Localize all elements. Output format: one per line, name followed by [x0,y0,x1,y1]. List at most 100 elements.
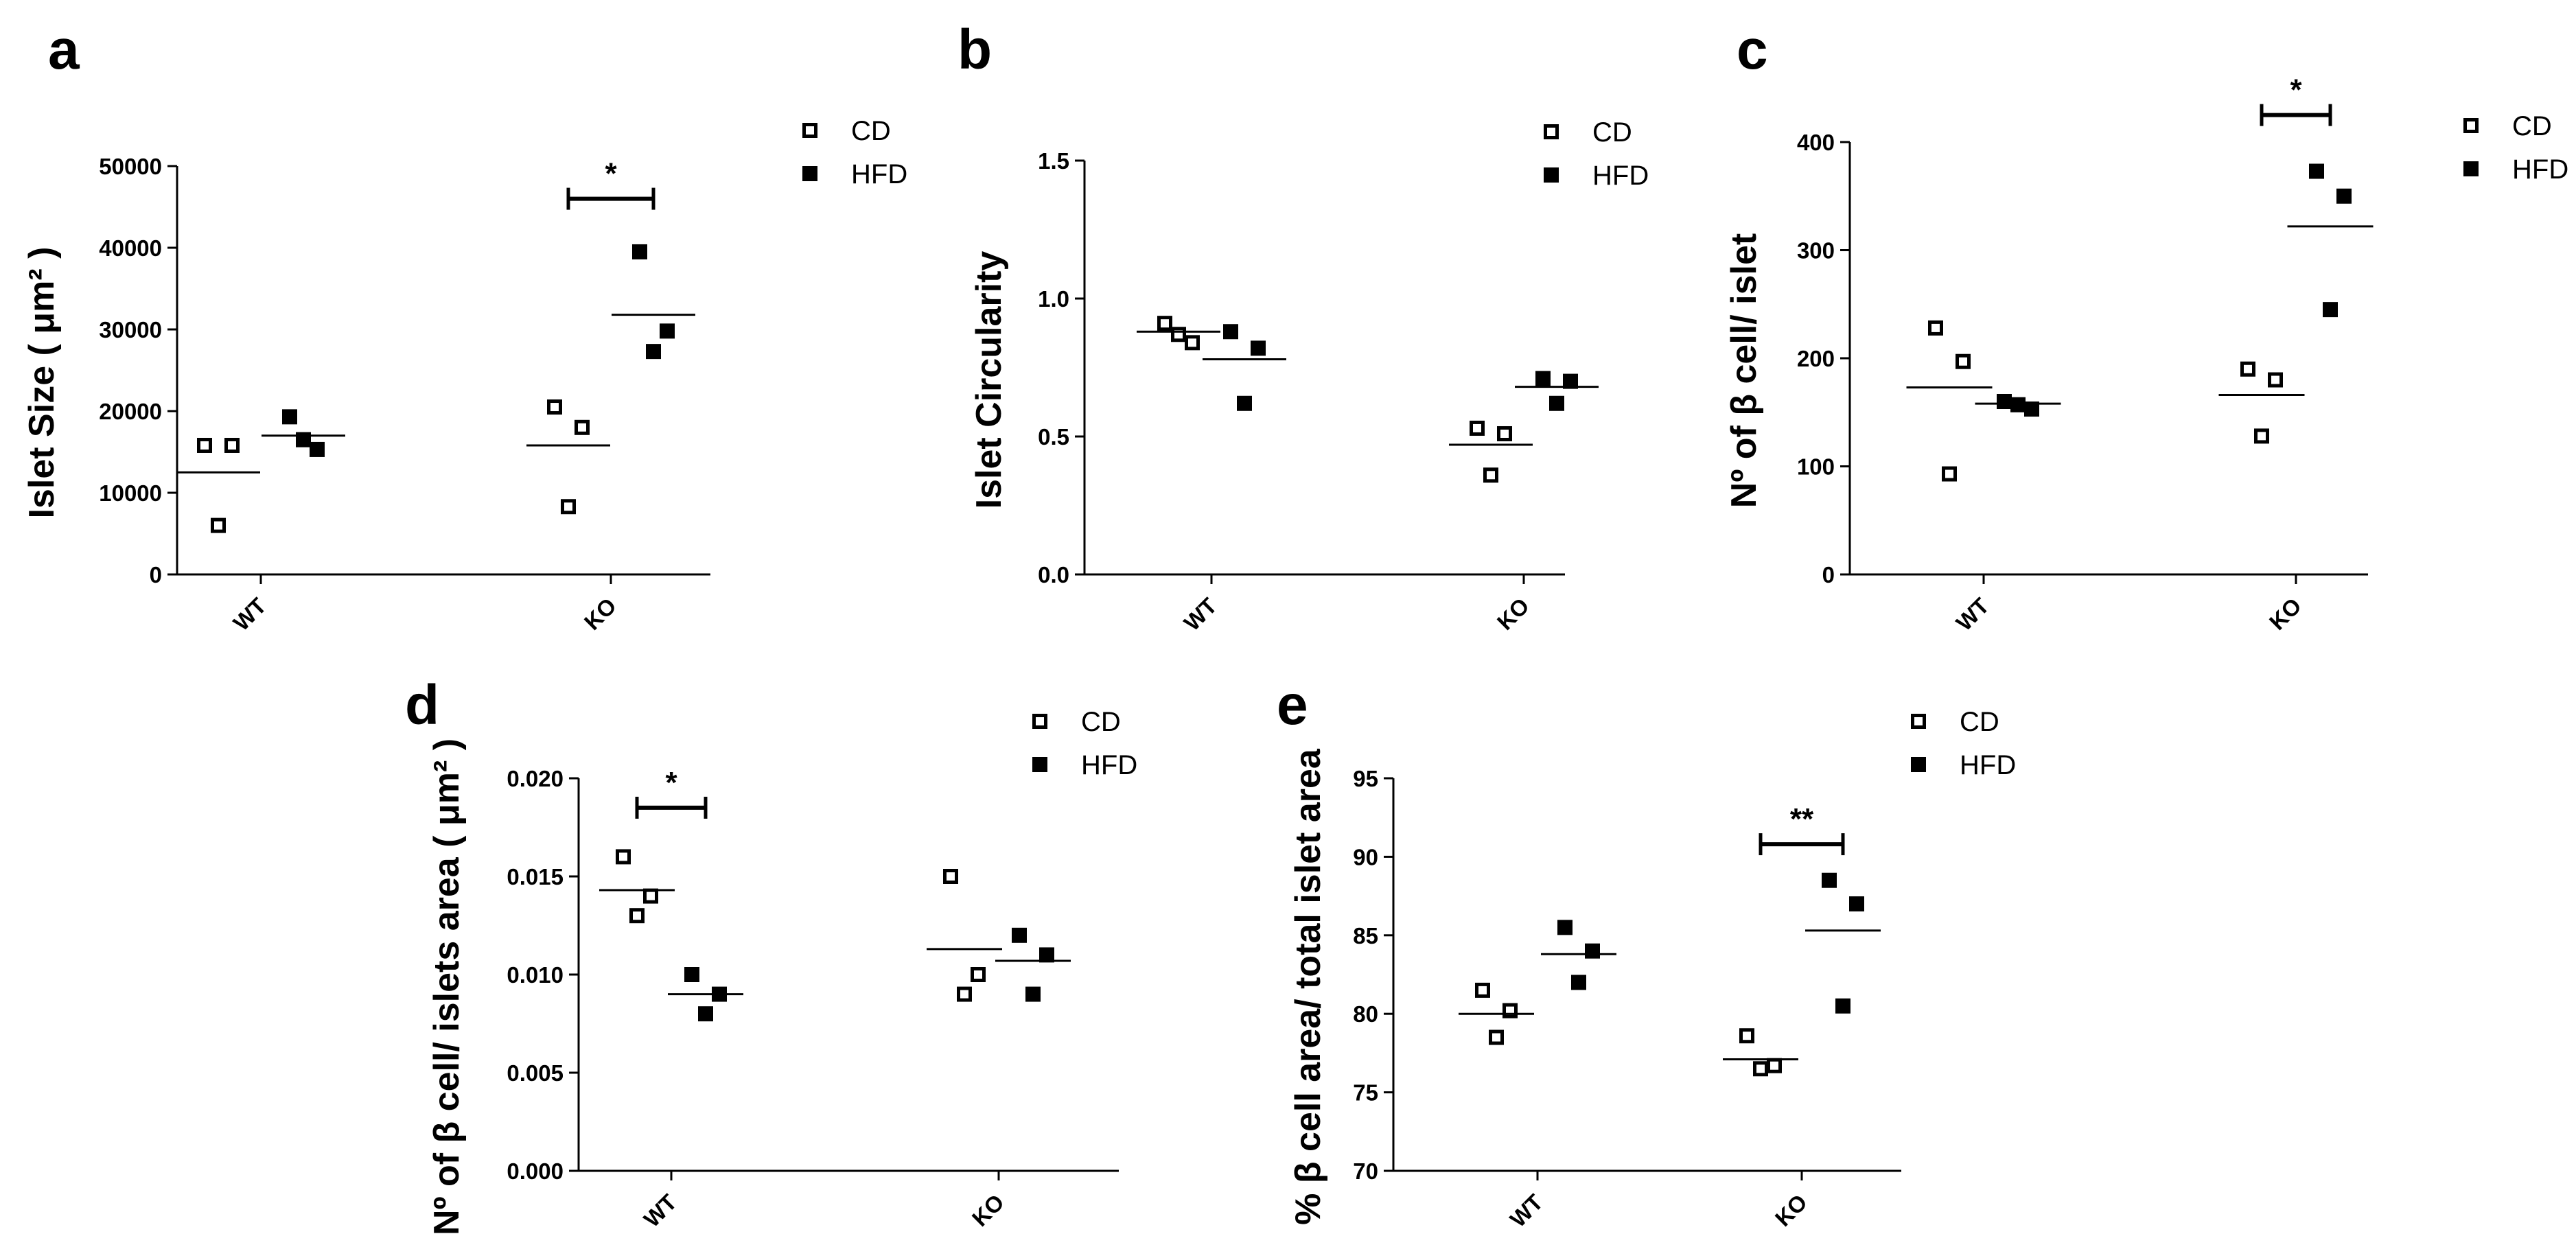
legend-marker-cd-a [802,123,817,138]
point-b-hfd [1535,371,1551,386]
panel-label-a: a [48,19,80,81]
y-tick-label-a: 10000 [99,480,162,506]
legend-label-a: CD [851,116,891,146]
point-e-cd [1739,1028,1754,1044]
legend-marker-cd-e [1911,714,1926,729]
point-c-cd [2268,372,2283,388]
point-a-hfd [660,323,675,339]
point-c-cd [1942,466,1957,482]
panel-label-e: e [1277,674,1308,736]
point-b-cd [1185,335,1200,351]
legend-marker-hfd-b [1544,167,1559,183]
x-tick-label-e: WT [1505,1189,1548,1232]
y-tick-label-a: 0 [150,562,162,587]
y-tick-label-e: 70 [1353,1158,1378,1184]
point-e-hfd [1585,943,1600,959]
y-tick-label-d: 0.000 [507,1158,564,1184]
point-c-hfd [2010,397,2026,412]
x-tick-label-c: KO [2264,593,2306,635]
point-e-cd [1475,982,1490,998]
y-tick-label-e: 85 [1353,923,1378,948]
point-d-cd [957,986,972,1002]
significance-label-d: * [665,766,677,800]
point-a-cd [575,419,590,435]
legend-marker-hfd-a [802,166,817,181]
y-tick-label-e: 90 [1353,844,1378,870]
point-b-hfd [1549,395,1564,411]
legend-label-d: HFD [1081,750,1137,780]
legend-label-c: CD [2512,111,2552,141]
point-b-cd [1483,467,1498,483]
significance-label-e: ** [1790,802,1814,836]
panel-label-d: d [405,674,439,736]
y-tick-label-b: 0.0 [1038,562,1069,587]
point-b-cd [1157,316,1172,331]
point-d-hfd [1039,947,1054,963]
point-e-hfd [1849,896,1864,912]
panel-b: b 0.0 0.5 1.0 1.5 Islet Circularity WT KO CD HFD [958,19,1649,636]
point-c-hfd [2309,163,2324,179]
point-e-hfd [1571,975,1586,990]
y-tick-label-a: 40000 [99,235,162,261]
point-d-cd [971,967,986,982]
point-c-cd [2254,428,2269,444]
legend-marker-cd-d [1032,714,1047,729]
panel-label-c: c [1737,19,1768,81]
y-tick-label-c: 0 [1822,562,1835,587]
point-c-cd [1928,320,1943,336]
point-d-cd [629,908,645,924]
point-a-cd [224,437,240,453]
panel-a: a 0 10000 20000 30000 40000 50000 Islet Size ( … [22,19,907,636]
significance-label-c: * [2290,73,2302,107]
point-e-hfd [1557,920,1573,935]
y-tick-label-d: 0.010 [507,962,564,988]
point-a-cd [197,437,212,453]
x-tick-label-d: KO [967,1189,1009,1231]
point-c-cd [1956,353,1971,369]
point-e-cd [1753,1061,1768,1077]
y-axis-label-c: Nº of β cell/ islet [1724,233,1764,508]
point-d-hfd [1012,927,1027,943]
point-d-cd [616,849,631,865]
legend-label-e: HFD [1960,750,2016,780]
point-b-cd [1171,327,1186,342]
point-b-hfd [1223,324,1238,340]
y-tick-label-e: 75 [1353,1080,1378,1106]
x-tick-label-d: WT [639,1189,682,1232]
point-d-cd [643,888,658,904]
point-b-hfd [1563,373,1578,389]
y-tick-label-b: 1.5 [1038,148,1069,174]
y-tick-label-a: 50000 [99,154,162,179]
x-tick-label-b: KO [1492,593,1534,635]
point-d-cd [943,869,958,884]
point-c-cd [2240,361,2255,377]
x-tick-label-e: KO [1770,1189,1812,1231]
y-tick-label-e: 95 [1353,766,1378,791]
point-c-hfd [2024,401,2039,417]
point-b-hfd [1237,395,1252,411]
point-a-cd [547,399,562,415]
x-tick-label-a: WT [229,593,271,636]
x-tick-label-b: WT [1179,593,1222,636]
y-tick-label-e: 80 [1353,1001,1378,1027]
y-axis-label-d: Nº of β cell/ islets area ( μm² ) [427,738,467,1235]
point-c-hfd [2323,302,2338,318]
point-d-hfd [1025,986,1041,1002]
point-d-hfd [684,967,699,982]
y-tick-label-d: 0.020 [507,766,564,791]
legend-marker-hfd-c [2463,161,2479,176]
point-a-hfd [296,432,311,447]
legend-marker-cd-b [1544,124,1559,139]
y-tick-label-a: 20000 [99,399,162,424]
point-a-hfd [282,409,297,425]
point-e-cd [1489,1029,1504,1045]
point-a-cd [561,499,576,515]
y-tick-label-c: 300 [1797,238,1835,264]
y-tick-label-b: 1.0 [1038,286,1069,312]
y-axis-label-e: % β cell area/ total islet area [1288,748,1328,1225]
point-b-cd [1497,426,1512,441]
point-d-hfd [698,1006,713,1022]
y-axis-label-a: Islet Size ( μm² ) [22,247,62,519]
significance-label-a: * [605,157,617,191]
